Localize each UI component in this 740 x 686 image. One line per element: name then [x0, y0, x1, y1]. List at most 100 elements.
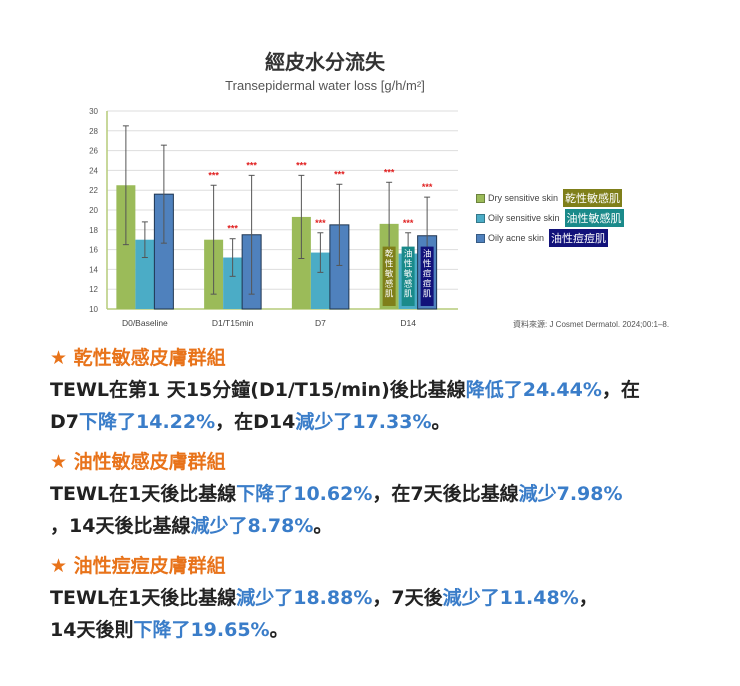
y-tick-label: 26: [89, 147, 98, 156]
in-bar-label: 肌: [385, 289, 394, 299]
body-text: ，在: [601, 379, 640, 401]
body-text: 。: [313, 515, 333, 537]
chart-title: 經皮水分流失: [265, 50, 385, 74]
legend-item: Oily sensitive skin 油性敏感肌: [476, 208, 624, 228]
body-text: TEWL在1天後比基線: [50, 587, 237, 609]
highlight-stat: 減少了8.78%: [190, 515, 314, 537]
section-heading: ★ 油性痘痘皮膚群組: [50, 550, 710, 582]
y-tick-label: 22: [89, 186, 98, 195]
x-tick-label: D7: [315, 318, 326, 328]
star-icon: ★: [50, 451, 74, 473]
body-text: 。: [269, 619, 289, 641]
legend-swatch: [476, 213, 485, 223]
in-bar-label: 感: [404, 279, 413, 289]
in-bar-label: 痘: [423, 269, 432, 279]
y-tick-label: 16: [89, 246, 98, 255]
highlight-stat: 減少7.98%: [518, 483, 623, 505]
in-bar-label: 敏: [385, 269, 394, 279]
highlight-stat: 減少了11.48%: [442, 587, 579, 609]
star-icon: ★: [50, 555, 74, 577]
legend-swatch: [476, 233, 485, 243]
in-bar-label-bg: [401, 246, 415, 306]
y-tick-label: 30: [89, 107, 98, 116]
body-text: ，: [578, 587, 598, 609]
body-line: TEWL在1天後比基線減少了18.88%，7天後減少了11.48%，: [50, 582, 710, 614]
section-heading-text: 油性痘痘皮膚群組: [73, 555, 226, 577]
significance-marker: ***: [296, 160, 307, 170]
source-citation: 資料來源: J Cosmet Dermatol. 2024;00:1–8.: [513, 320, 670, 329]
x-tick-label: D14: [400, 318, 416, 328]
body-line: 14天後則下降了19.65%。: [50, 614, 710, 646]
body-text: 。: [431, 411, 451, 433]
in-bar-label: 敏: [404, 269, 413, 279]
in-bar-label: 肌: [423, 289, 432, 299]
significance-marker: ***: [246, 160, 257, 170]
highlight-stat: 減少了17.33%: [295, 411, 432, 433]
y-tick-label: 14: [89, 265, 98, 274]
result-section: ★ 乾性敏感皮膚群組 TEWL在第1 天15分鐘(D1/T15/min)後比基線降…: [50, 342, 710, 438]
highlight-stat: 減少了18.88%: [236, 587, 373, 609]
section-heading: ★ 乾性敏感皮膚群組: [50, 342, 710, 374]
bar: [135, 239, 155, 309]
result-section: ★ 油性痘痘皮膚群組 TEWL在1天後比基線減少了18.88%，7天後減少了11.…: [50, 550, 710, 646]
bar: [291, 216, 311, 309]
body-text: D7: [50, 411, 79, 433]
in-bar-label: 痘: [423, 279, 432, 289]
in-bar-label: 性: [404, 259, 413, 269]
y-tick-label: 10: [89, 305, 98, 314]
legend-item: Dry sensitive skin 乾性敏感肌: [476, 188, 624, 208]
body-line: TEWL在第1 天15分鐘(D1/T15/min)後比基線降低了24.44%，在: [50, 374, 710, 406]
y-tick-label: 24: [89, 166, 98, 175]
legend-label: Oily sensitive skin: [488, 213, 560, 223]
section-heading-text: 油性敏感皮膚群組: [73, 451, 226, 473]
y-tick-label: 12: [89, 285, 98, 294]
in-bar-label: 感: [385, 279, 394, 289]
section-heading: ★ 油性敏感皮膚群組: [50, 446, 710, 478]
legend: Dry sensitive skin 乾性敏感肌 Oily sensitive sk…: [476, 188, 624, 248]
significance-marker: ***: [422, 182, 433, 192]
in-bar-label: 油: [423, 249, 432, 259]
section-heading-text: 乾性敏感皮膚群組: [73, 347, 226, 369]
significance-marker: ***: [384, 167, 395, 177]
highlight-stat: 下降了19.65%: [133, 619, 270, 641]
legend-label: Dry sensitive skin: [488, 193, 559, 203]
legend-label-zh: 油性痘痘肌: [549, 229, 609, 247]
body-text: ，7天後: [372, 587, 443, 609]
in-bar-label: 肌: [404, 289, 413, 299]
bar-chart: 10 12 14 16 18 20 22 24 26 28 30 D0/Baseline D1/T15m…: [89, 107, 458, 328]
body-text: 14天後則: [50, 619, 134, 641]
body-text: ，在7天後比基線: [372, 483, 519, 505]
significance-marker: ***: [403, 218, 414, 228]
body-text: TEWL在第1 天15分鐘(D1/T15/min)後比基線: [50, 379, 466, 401]
bar: [116, 185, 136, 309]
in-bar-label: 油: [404, 249, 413, 259]
legend-swatch: [476, 193, 485, 203]
significance-marker: ***: [227, 224, 238, 234]
result-section: ★ 油性敏感皮膚群組 TEWL在1天後比基線下降了10.62%，在7天後比基線減少…: [50, 446, 710, 542]
bar: [223, 257, 243, 309]
y-tick-label: 28: [89, 127, 98, 136]
in-bar-label-bg: [382, 246, 396, 306]
in-bar-label: 性: [385, 259, 394, 269]
significance-marker: ***: [334, 169, 345, 179]
x-tick-label: D1/T15min: [212, 318, 254, 328]
legend-item: Oily acne skin 油性痘痘肌: [476, 228, 624, 248]
body-line: TEWL在1天後比基線下降了10.62%，在7天後比基線減少7.98%: [50, 478, 710, 510]
body-text: TEWL在1天後比基線: [50, 483, 237, 505]
y-tick-label: 18: [89, 226, 98, 235]
highlight-stat: 下降了10.62%: [236, 483, 373, 505]
highlight-stat: 降低了24.44%: [465, 379, 602, 401]
significance-marker: ***: [208, 170, 219, 180]
significance-marker: ***: [315, 218, 326, 228]
body-line: ，14天後比基線減少了8.78%。: [50, 510, 710, 542]
body-text: ，在D14: [215, 411, 296, 433]
bar: [310, 252, 330, 309]
legend-label-zh: 油性敏感肌: [564, 209, 624, 227]
x-tick-label: D0/Baseline: [122, 318, 168, 328]
in-bar-label: 乾: [385, 249, 394, 259]
star-icon: ★: [50, 347, 74, 369]
y-tick-label: 20: [89, 206, 98, 215]
body-text: ，14天後比基線: [50, 515, 191, 537]
in-bar-label: 性: [423, 259, 432, 269]
